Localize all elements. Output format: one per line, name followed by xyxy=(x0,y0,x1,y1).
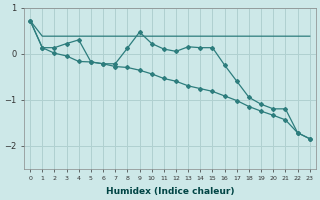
X-axis label: Humidex (Indice chaleur): Humidex (Indice chaleur) xyxy=(106,187,234,196)
